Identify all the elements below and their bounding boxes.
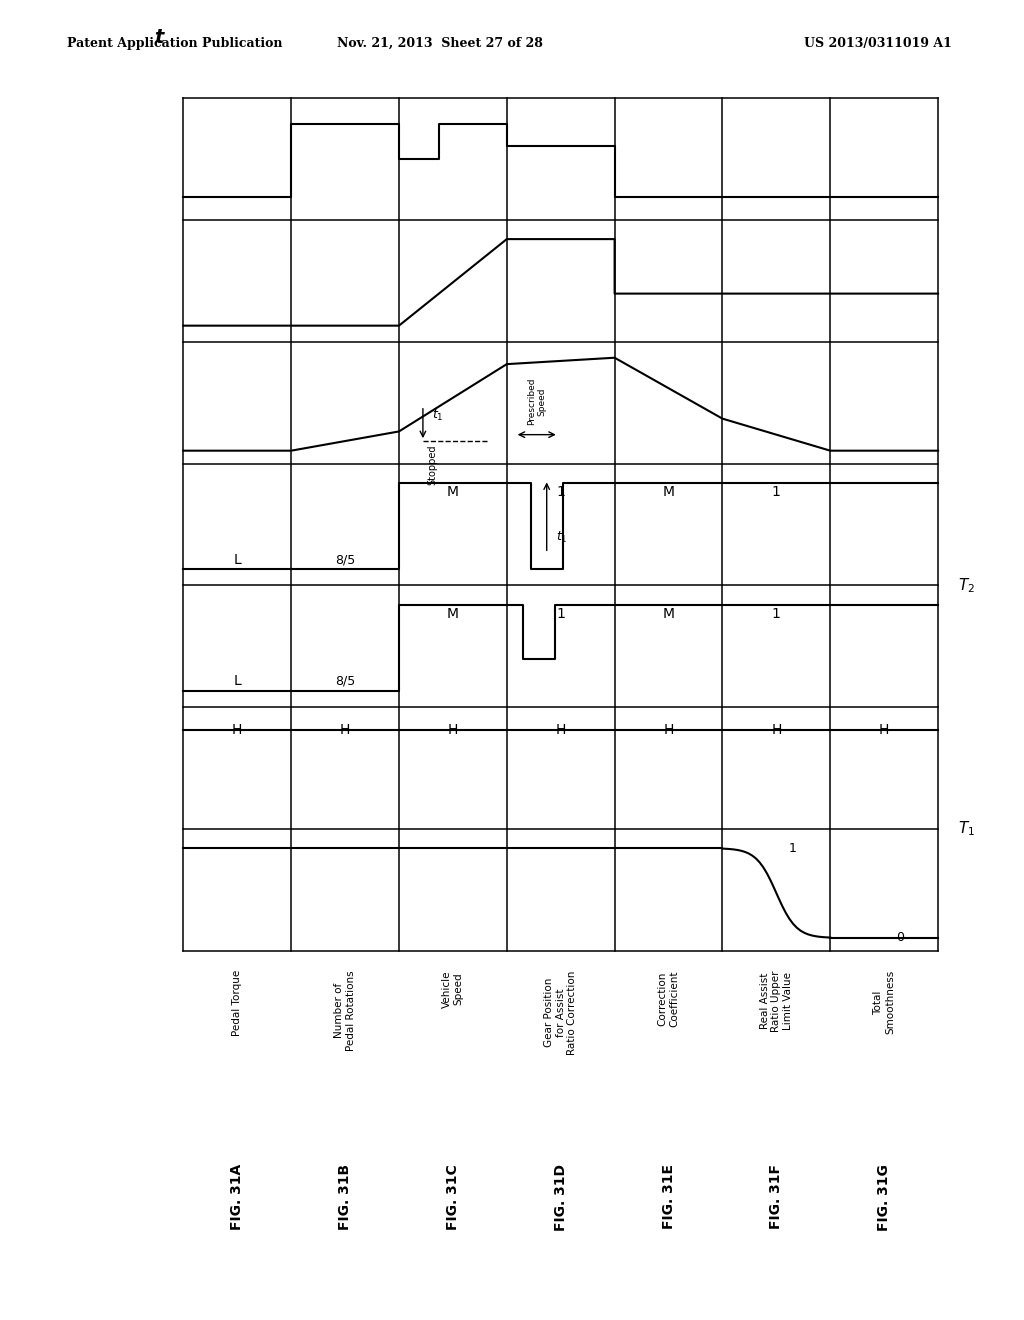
Text: 1: 1: [788, 842, 797, 854]
Text: Vehicle
Speed: Vehicle Speed: [442, 970, 464, 1007]
Text: Gear Position
for Assist
Ratio Correction: Gear Position for Assist Ratio Correctio…: [544, 970, 578, 1055]
Text: FIG. 31C: FIG. 31C: [445, 1164, 460, 1230]
Text: H: H: [771, 722, 781, 737]
Text: Correction
Coefficient: Correction Coefficient: [657, 970, 679, 1027]
Text: Nov. 21, 2013  Sheet 27 of 28: Nov. 21, 2013 Sheet 27 of 28: [337, 37, 544, 50]
Text: L: L: [233, 553, 241, 566]
Text: $T_2$: $T_2$: [958, 576, 975, 595]
Text: 1: 1: [772, 486, 780, 499]
Text: 1: 1: [556, 607, 565, 622]
Text: L: L: [233, 675, 241, 689]
Text: H: H: [879, 722, 890, 737]
Text: Patent Application Publication: Patent Application Publication: [67, 37, 282, 50]
Text: $t_1$: $t_1$: [556, 529, 568, 545]
Text: H: H: [555, 722, 566, 737]
Text: M: M: [446, 486, 459, 499]
Text: M: M: [446, 607, 459, 622]
Text: Stopped: Stopped: [427, 445, 437, 484]
Text: t: t: [155, 28, 164, 46]
Text: FIG. 31F: FIG. 31F: [769, 1164, 783, 1229]
Text: H: H: [447, 722, 458, 737]
Text: $T_1$: $T_1$: [958, 820, 975, 838]
Text: H: H: [232, 722, 243, 737]
Text: Number of
Pedal Rotations: Number of Pedal Rotations: [334, 970, 355, 1051]
Text: 1: 1: [772, 607, 780, 622]
Text: M: M: [663, 486, 675, 499]
Text: Total
Smoothness: Total Smoothness: [873, 970, 895, 1035]
Text: 8/5: 8/5: [335, 675, 355, 688]
Text: 1: 1: [556, 486, 565, 499]
Text: FIG. 31D: FIG. 31D: [554, 1164, 567, 1232]
Text: Pedal Torque: Pedal Torque: [232, 970, 243, 1036]
Text: FIG. 31E: FIG. 31E: [662, 1164, 676, 1229]
Text: US 2013/0311019 A1: US 2013/0311019 A1: [805, 37, 952, 50]
Text: H: H: [664, 722, 674, 737]
Text: 8/5: 8/5: [335, 553, 355, 566]
Text: FIG. 31G: FIG. 31G: [878, 1164, 891, 1232]
Text: Prescribed
Speed: Prescribed Speed: [527, 378, 547, 425]
Text: $t_1$: $t_1$: [432, 408, 444, 422]
Text: 0: 0: [896, 932, 904, 944]
Text: FIG. 31B: FIG. 31B: [338, 1164, 352, 1230]
Text: FIG. 31A: FIG. 31A: [230, 1164, 244, 1230]
Text: M: M: [663, 607, 675, 622]
Text: Real Assist
Ratio Upper
Limit Value: Real Assist Ratio Upper Limit Value: [760, 970, 793, 1032]
Text: H: H: [340, 722, 350, 737]
